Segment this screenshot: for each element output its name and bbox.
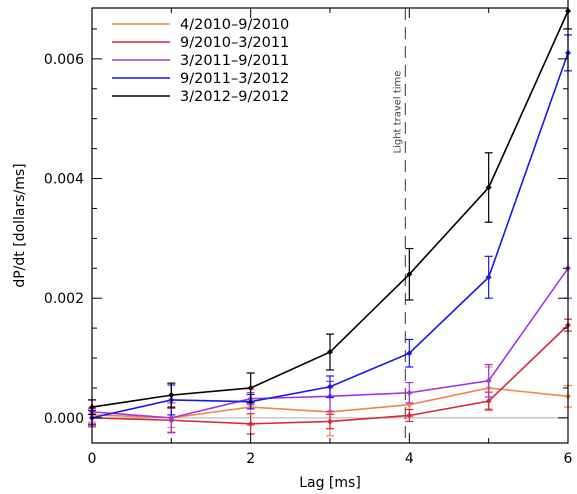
- annotation-layer: Light travel time: [392, 8, 406, 443]
- y-tick-label: 0.006: [44, 52, 84, 68]
- ticks-layer: [91, 8, 569, 443]
- data-point: [406, 271, 413, 278]
- y-axis-title: dP/dt [dollars/ms]: [12, 163, 28, 287]
- data-point: [406, 389, 413, 396]
- series-layer: [88, 0, 572, 437]
- tick-labels-layer: 0 2 4 6 0.000 0.002 0.004 0.006: [44, 52, 573, 467]
- x-tick-label: 6: [564, 451, 573, 467]
- data-point: [247, 420, 254, 427]
- data-point: [485, 274, 492, 281]
- data-point: [485, 398, 492, 405]
- x-tick-label: 4: [405, 451, 414, 467]
- light-travel-time-label: Light travel time: [392, 71, 403, 154]
- series-5: [88, 0, 572, 415]
- data-point: [327, 349, 333, 356]
- data-point: [327, 418, 333, 425]
- y-tick-label: 0.002: [44, 291, 84, 307]
- legend-label: 3/2011–9/2011: [180, 53, 289, 69]
- data-point: [168, 414, 175, 421]
- x-tick-label: 2: [246, 451, 255, 467]
- y-tick-label: 0.004: [44, 172, 84, 188]
- data-point: [485, 377, 492, 384]
- data-point: [406, 350, 413, 357]
- data-point: [168, 392, 175, 399]
- legend-label: 9/2011–3/2012: [180, 71, 289, 87]
- x-axis-title: Lag [ms]: [299, 475, 361, 491]
- y-tick-label: 0.000: [44, 411, 84, 427]
- data-point: [485, 184, 492, 191]
- data-point: [406, 412, 413, 419]
- data-point: [247, 384, 254, 391]
- legend-label: 9/2010–3/2011: [180, 35, 289, 51]
- legend-label: 3/2012–9/2012: [180, 89, 289, 105]
- legend: 4/2010–9/2010 9/2010–3/2011 3/2011–9/2011 9…: [112, 17, 289, 105]
- data-point: [327, 383, 333, 390]
- x-tick-label: 0: [88, 451, 97, 467]
- legend-label: 4/2010–9/2010: [180, 17, 289, 33]
